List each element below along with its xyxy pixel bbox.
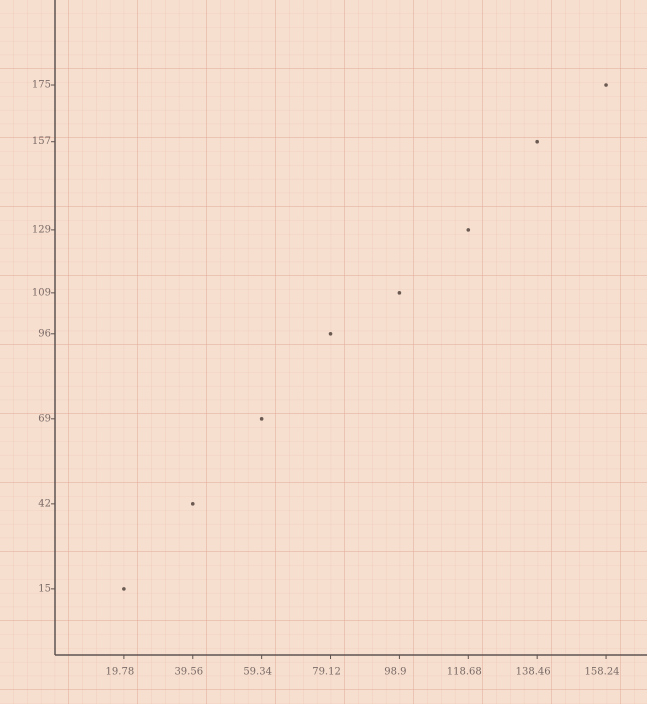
x-tick-label: 59.34: [243, 667, 272, 678]
y-tick-label: 175: [32, 80, 51, 91]
point: [191, 502, 195, 506]
x-tick-label: 138.46: [516, 667, 551, 678]
x-tick-label: 39.56: [174, 667, 203, 678]
y-tick-label: 109: [32, 287, 51, 298]
y-tick-label: 96: [38, 328, 51, 339]
point: [329, 332, 333, 336]
point: [535, 140, 539, 144]
y-tick-label: 157: [32, 136, 51, 147]
y-tick-label: 129: [32, 224, 51, 235]
x-tick-label: 19.78: [106, 667, 135, 678]
x-tick-label: 98.9: [384, 667, 406, 678]
y-tick-label: 15: [38, 583, 51, 594]
point: [122, 587, 126, 591]
point: [260, 417, 264, 421]
page: 15 42 69 96 109 129 157 175 19.78 39.56 59.34 79.12…: [0, 0, 647, 704]
point: [604, 83, 608, 87]
point: [398, 291, 402, 295]
paper-grid-major: [0, 0, 647, 704]
point: [466, 228, 470, 232]
x-tick-label: 158.24: [585, 667, 620, 678]
chart: 15 42 69 96 109 129 157 175 19.78 39.56 59.34 79.12…: [0, 0, 647, 704]
x-tick-label: 79.12: [312, 667, 341, 678]
y-tick-label: 42: [38, 498, 51, 509]
x-tick-label: 118.68: [447, 667, 482, 678]
y-tick-label: 69: [38, 413, 51, 424]
